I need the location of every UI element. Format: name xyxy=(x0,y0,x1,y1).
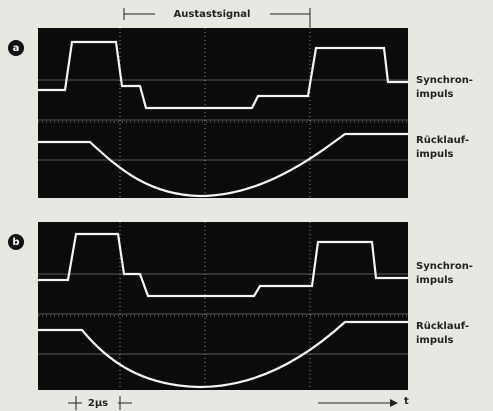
scale-label: 2µs xyxy=(88,398,108,409)
panel-a: a Synchron- impuls Rücklauf- impuls xyxy=(8,28,473,198)
annotation: impuls xyxy=(416,89,454,100)
panel-label: a xyxy=(13,43,20,54)
annotation: Synchron- xyxy=(416,261,473,272)
time-label: t xyxy=(404,396,409,407)
oscillogram-page: Austastsignal a Synchron- impuls Rücklau… xyxy=(0,0,493,411)
annotation: Rücklauf- xyxy=(416,135,469,146)
annotation: impuls xyxy=(416,149,454,160)
panel-label: b xyxy=(12,237,19,248)
annotation: Rücklauf- xyxy=(416,321,469,332)
header-label: Austastsignal xyxy=(174,9,251,20)
screen xyxy=(38,28,408,198)
annotation: impuls xyxy=(416,275,454,286)
time-arrowhead xyxy=(390,399,398,407)
annotation: Synchron- xyxy=(416,75,473,86)
panel-b: b Synchron- impuls Rücklauf- impuls xyxy=(8,222,473,390)
annotation: impuls xyxy=(416,335,454,346)
screen xyxy=(38,222,408,390)
